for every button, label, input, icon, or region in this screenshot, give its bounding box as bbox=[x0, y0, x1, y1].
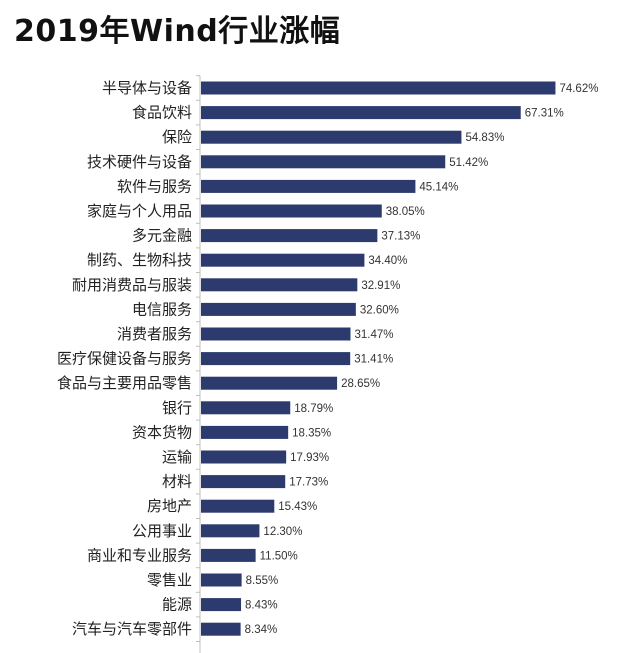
data-label: 37.13% bbox=[381, 231, 420, 243]
data-label: 18.35% bbox=[292, 427, 331, 439]
category-label: 材料 bbox=[162, 473, 192, 491]
category-label: 半导体与设备 bbox=[102, 79, 192, 97]
category-label: 医疗保健设备与服务 bbox=[57, 350, 192, 368]
data-label: 31.41% bbox=[354, 354, 393, 366]
bar-4 bbox=[201, 155, 446, 169]
data-label: 28.65% bbox=[341, 378, 380, 390]
data-label: 8.55% bbox=[246, 575, 279, 587]
data-label: 51.42% bbox=[449, 157, 488, 169]
data-label: 38.05% bbox=[386, 206, 425, 218]
data-label: 8.34% bbox=[245, 624, 278, 636]
data-label: 32.60% bbox=[360, 304, 399, 316]
bar-19 bbox=[201, 524, 260, 538]
bar-11 bbox=[201, 327, 351, 341]
bar-14 bbox=[201, 401, 291, 415]
data-label: 74.62% bbox=[559, 83, 598, 95]
bars bbox=[201, 81, 556, 636]
category-label: 消费者服务 bbox=[117, 325, 192, 343]
data-label: 18.79% bbox=[294, 403, 333, 415]
data-label: 67.31% bbox=[525, 108, 564, 120]
value-labels: 74.62% 67.31% 54.83% 51.42% 45.14% 38.05% 37.1… bbox=[245, 83, 599, 636]
bar-3 bbox=[201, 130, 462, 144]
bar-13 bbox=[201, 376, 338, 390]
bar-15 bbox=[201, 425, 289, 439]
category-label: 资本货物 bbox=[132, 423, 192, 441]
data-label: 15.43% bbox=[278, 501, 317, 513]
bar-12 bbox=[201, 352, 351, 366]
category-label: 商业和专业服务 bbox=[87, 546, 192, 564]
category-label: 食品饮料 bbox=[132, 104, 192, 122]
bar-8 bbox=[201, 253, 365, 267]
data-label: 34.40% bbox=[368, 255, 407, 267]
bar-7 bbox=[201, 229, 378, 243]
data-label: 17.73% bbox=[289, 477, 328, 489]
category-label: 保险 bbox=[162, 128, 192, 146]
bar-16 bbox=[201, 450, 287, 464]
data-label: 45.14% bbox=[419, 181, 458, 193]
category-label: 零售业 bbox=[147, 571, 192, 589]
category-label: 耐用消费品与服装 bbox=[72, 276, 192, 294]
category-ticks bbox=[196, 75, 200, 642]
bar-6 bbox=[201, 204, 382, 218]
data-label: 17.93% bbox=[290, 452, 329, 464]
bar-18 bbox=[201, 499, 275, 513]
category-label: 运输 bbox=[162, 448, 192, 466]
category-label: 公用事业 bbox=[132, 522, 192, 540]
category-label: 汽车与汽车零部件 bbox=[72, 620, 192, 638]
category-label: 食品与主要用品零售 bbox=[57, 374, 192, 392]
category-labels: 半导体与设备食品饮料保险技术硬件与设备软件与服务家庭与个人用品多元金融制药、生物… bbox=[57, 79, 192, 638]
chart-title: 2019年Wind行业涨幅 bbox=[14, 14, 341, 49]
data-label: 11.50% bbox=[260, 550, 298, 562]
data-label: 12.30% bbox=[263, 526, 302, 538]
data-label: 54.83% bbox=[465, 132, 504, 144]
category-label: 房地产 bbox=[147, 497, 192, 515]
bar-23 bbox=[201, 622, 241, 636]
bar-22 bbox=[201, 598, 242, 612]
bar-17 bbox=[201, 475, 286, 489]
category-label: 能源 bbox=[162, 596, 192, 614]
data-label: 31.47% bbox=[354, 329, 393, 341]
data-label: 32.91% bbox=[361, 280, 400, 292]
category-label: 技术硬件与设备 bbox=[87, 153, 192, 171]
bar-21 bbox=[201, 573, 242, 587]
bar-20 bbox=[201, 548, 256, 562]
category-label: 家庭与个人用品 bbox=[87, 202, 192, 220]
category-label: 制药、生物科技 bbox=[87, 251, 192, 269]
category-label: 电信服务 bbox=[132, 300, 192, 318]
bar-10 bbox=[201, 302, 356, 316]
category-label: 多元金融 bbox=[132, 227, 192, 245]
bar-9 bbox=[201, 278, 358, 292]
bar-2 bbox=[201, 106, 521, 120]
bar-1 bbox=[201, 81, 556, 95]
bar-5 bbox=[201, 179, 416, 193]
category-label: 银行 bbox=[162, 399, 192, 417]
data-label: 8.43% bbox=[245, 600, 278, 612]
category-label: 软件与服务 bbox=[117, 177, 192, 195]
